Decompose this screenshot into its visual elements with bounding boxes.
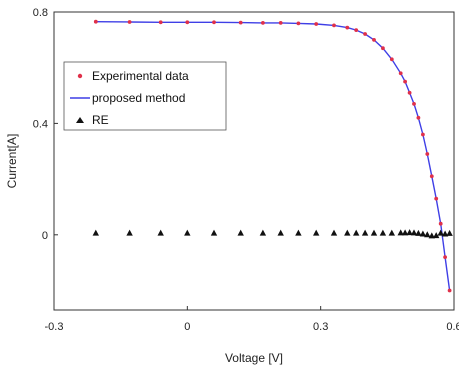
x-ticks: -0.3 0 0.3 0.6 <box>45 306 459 333</box>
experimental-data-point <box>443 255 447 259</box>
x-tick-label: 0.6 <box>446 321 459 333</box>
experimental-data-point <box>421 132 425 137</box>
experimental-data-point <box>425 152 430 156</box>
re-data-point <box>361 229 369 236</box>
experimental-data-point <box>212 20 216 25</box>
re-data-point <box>157 229 164 236</box>
x-tick-label: -0.3 <box>45 321 64 333</box>
re-data-point <box>401 229 409 236</box>
experimental-data-point <box>93 19 98 24</box>
legend-marker-re <box>76 117 84 123</box>
re-data-point <box>441 230 449 237</box>
experimental-data-point <box>354 28 359 32</box>
re-data-point <box>379 229 387 236</box>
experimental-data-point <box>332 23 336 28</box>
experimental-data-point <box>278 21 283 25</box>
experimental-data-point <box>314 22 319 26</box>
y-tick-label: 0.4 <box>33 118 48 130</box>
legend-label-re: RE <box>92 113 109 127</box>
re-data-point <box>419 230 427 237</box>
experimental-data-point <box>261 21 265 25</box>
series-layer <box>92 19 453 293</box>
experimental-data-point <box>363 32 367 36</box>
x-tick-label: 0.3 <box>313 321 328 333</box>
y-tick-label: 0 <box>42 230 48 242</box>
experimental-data-point <box>372 38 376 42</box>
re-data-point <box>92 229 99 236</box>
experimental-data-point <box>447 288 452 293</box>
experimental-data-point <box>434 196 439 201</box>
re-data-point <box>295 229 302 236</box>
re-data-point <box>330 229 338 236</box>
experimental-data-point <box>407 90 412 95</box>
experimental-data-point <box>412 102 416 106</box>
re-data-point <box>353 229 360 236</box>
re-data-point <box>406 229 413 236</box>
experimental-data-point <box>429 174 434 179</box>
re-data-point <box>415 229 422 236</box>
experimental-data-point <box>381 46 385 51</box>
experimental-data-point <box>296 21 301 26</box>
experimental-data-point <box>127 20 132 24</box>
experimental-data-point <box>398 71 403 76</box>
re-data-point <box>259 229 267 236</box>
re-data-point <box>437 229 444 236</box>
experimental-data-point <box>389 57 394 62</box>
re-data-point <box>388 229 395 236</box>
y-tick-label: 0.8 <box>33 7 48 19</box>
re-data-point <box>210 229 218 236</box>
re-data-point <box>446 229 453 236</box>
legend: Experimental data proposed method RE <box>63 61 227 131</box>
re-data-point <box>428 232 435 239</box>
re-data-point <box>344 229 351 236</box>
y-axis-title: Current[A] <box>5 134 19 189</box>
x-tick-label: 0 <box>184 321 190 333</box>
experimental-data-point <box>238 20 243 25</box>
experimental-data-point <box>438 221 443 226</box>
x-axis-title: Voltage [V] <box>225 351 283 365</box>
experimental-data-point <box>158 20 163 25</box>
experimental-data-point <box>185 20 190 25</box>
experimental-data-point <box>416 115 421 120</box>
experimental-data-point <box>403 79 407 84</box>
re-data-point <box>410 229 418 236</box>
re-data-point <box>433 232 440 239</box>
re-data-point <box>277 229 284 236</box>
re-data-point <box>397 229 404 236</box>
legend-label-experimental: Experimental data <box>92 69 189 83</box>
y-ticks: 0 0.4 0.8 <box>33 7 58 242</box>
re-data-point <box>424 231 431 238</box>
re-data-point <box>313 229 320 236</box>
re-data-point <box>126 229 133 236</box>
re-data-point <box>370 229 378 236</box>
legend-box <box>63 61 227 131</box>
plot-area <box>53 11 455 311</box>
re-data-point <box>184 229 191 236</box>
re-data-point <box>237 229 244 236</box>
legend-label-proposed: proposed method <box>92 91 185 105</box>
legend-marker-experimental <box>77 73 83 79</box>
experimental-data-point <box>345 25 350 30</box>
